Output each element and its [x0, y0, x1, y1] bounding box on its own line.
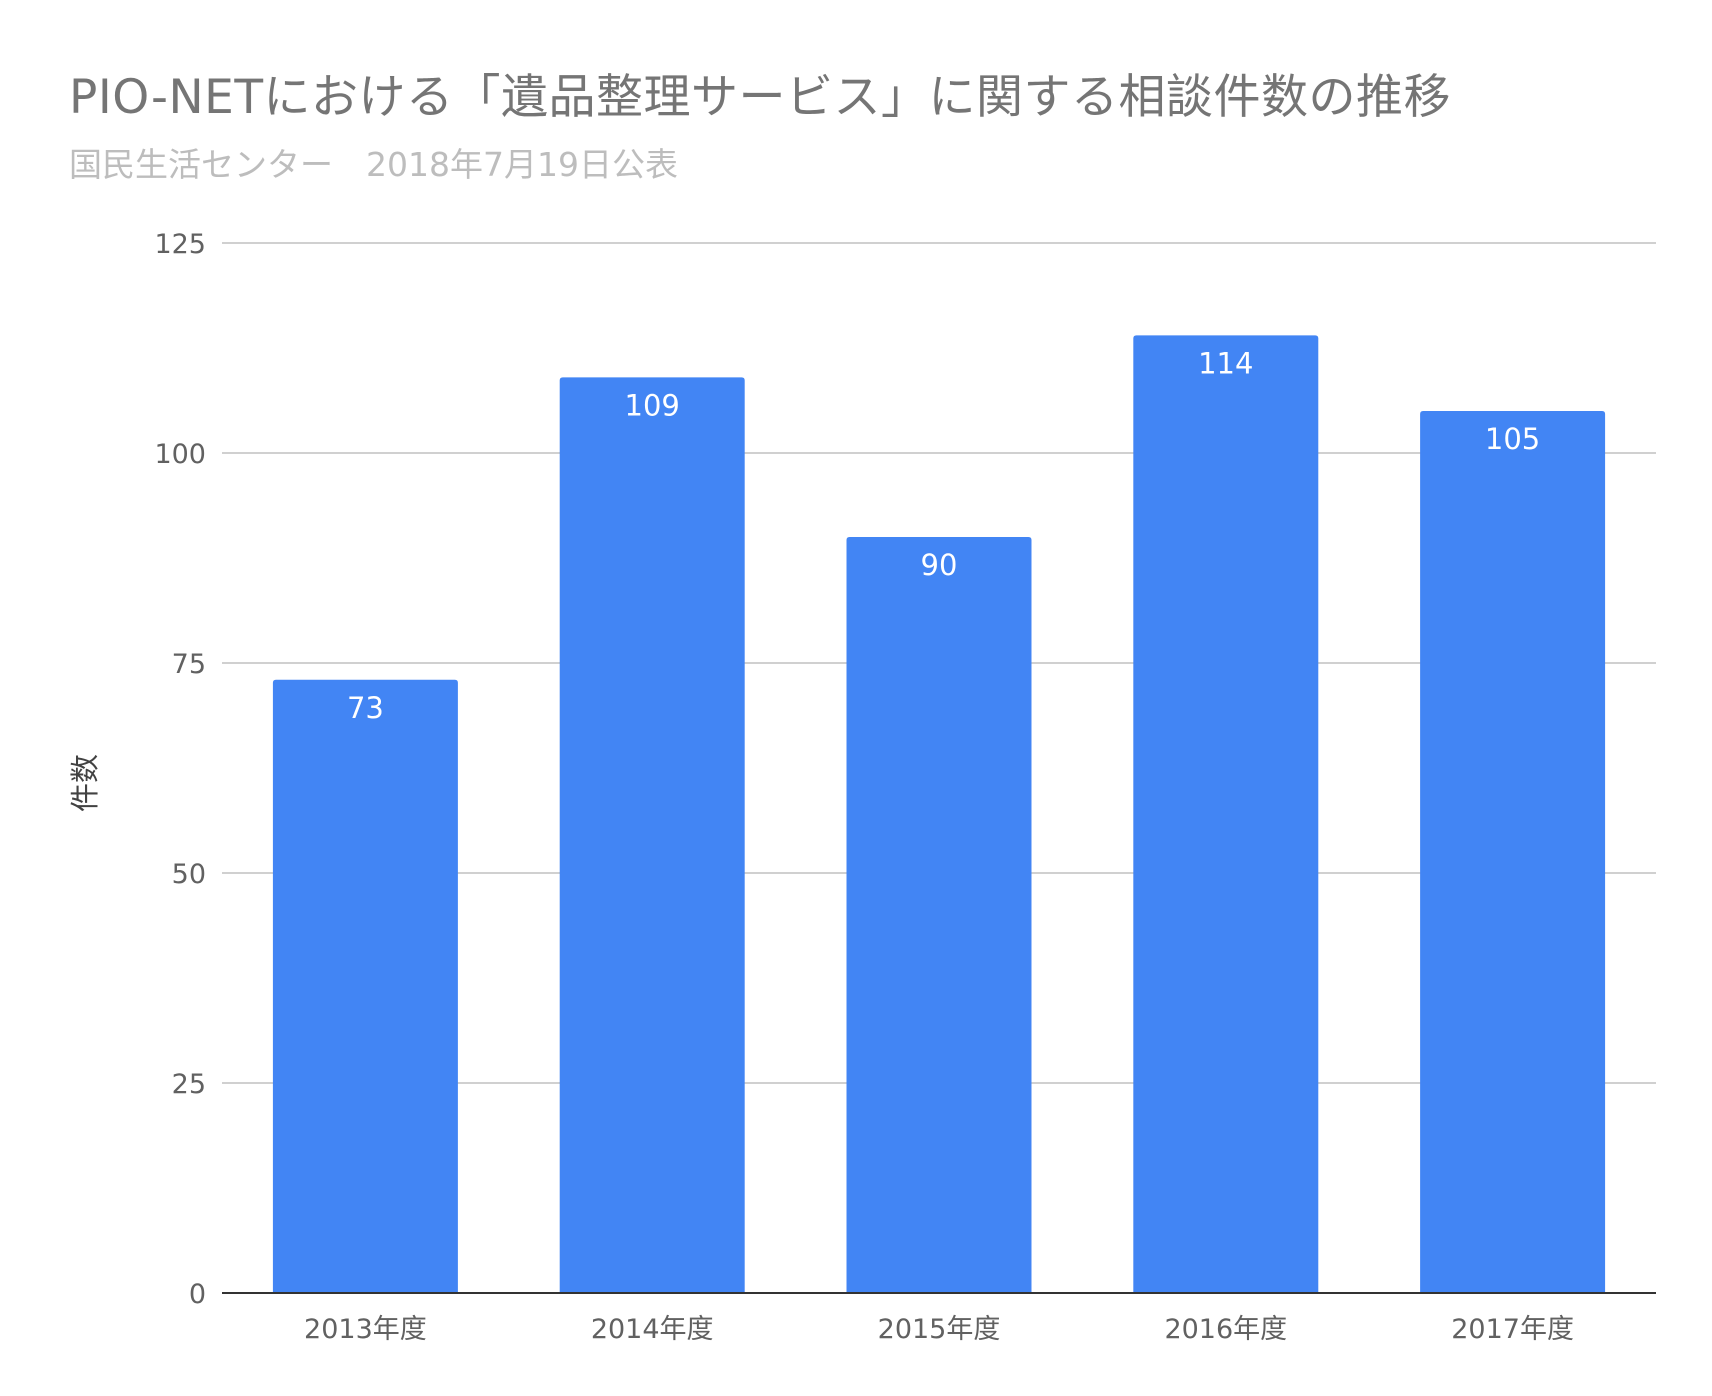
y-tick-label: 50 — [172, 859, 206, 890]
chart-subtitle: 国民生活センター 2018年7月19日公表 — [69, 145, 678, 184]
data-label: 73 — [347, 691, 384, 725]
y-tick-label: 75 — [172, 649, 206, 680]
y-tick-label: 125 — [154, 229, 206, 260]
bar — [1133, 335, 1319, 1293]
chart-title: PIO-NETにおける「遺品整理サービス」に関する相談件数の推移 — [69, 70, 1452, 125]
x-tick-label: 2013年度 — [304, 1314, 427, 1345]
data-label: 105 — [1485, 422, 1540, 456]
x-tick-label: 2017年度 — [1451, 1314, 1574, 1345]
bar — [559, 377, 745, 1293]
data-label: 109 — [625, 388, 680, 422]
x-tick-label: 2016年度 — [1164, 1314, 1287, 1345]
bar — [272, 679, 458, 1293]
data-label: 90 — [921, 548, 958, 582]
y-tick-label: 0 — [189, 1279, 206, 1310]
y-tick-label: 25 — [172, 1069, 206, 1100]
bar — [1420, 411, 1606, 1293]
bar — [846, 537, 1032, 1293]
data-label: 114 — [1198, 346, 1253, 380]
x-tick-label: 2014年度 — [591, 1314, 714, 1345]
y-tick-label: 100 — [154, 439, 206, 470]
x-tick-label: 2015年度 — [878, 1314, 1001, 1345]
y-axis-title: 件数 — [68, 754, 102, 812]
